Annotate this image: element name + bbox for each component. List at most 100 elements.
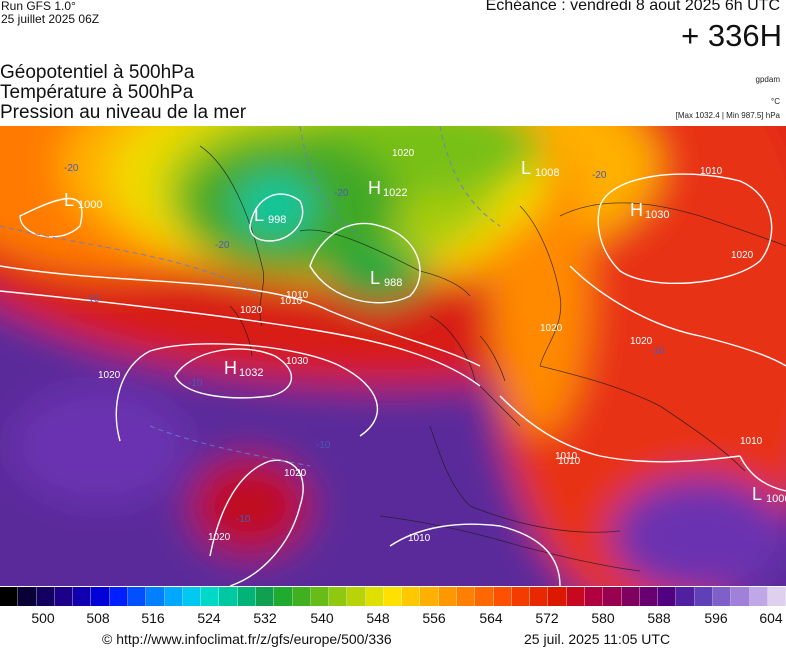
colorbar-cell (164, 587, 183, 606)
colorbar-cell (493, 587, 512, 606)
colorbar-tick-label: 548 (366, 610, 390, 626)
colorbar-tick-label: 540 (310, 610, 334, 626)
weather-map[interactable]: 1010 1020 1020 1010 1020 1030 1020 1020 1010 1010… (0, 126, 786, 586)
colorbar-tick-label: 556 (422, 610, 446, 626)
isobar-label: 1010 (286, 290, 309, 301)
colorbar-cell (18, 587, 37, 606)
colorbar-cell (329, 587, 348, 606)
isotherm-label: -10 (236, 514, 251, 525)
colorbar-cell (146, 587, 165, 606)
run-date: 25 juillet 2025 06Z (1, 12, 100, 26)
isotherm-label: -10 (316, 440, 331, 451)
low-pressure-value: 1000 (78, 199, 102, 211)
colorbar-cell (219, 587, 238, 606)
colorbar-cell (182, 587, 202, 606)
colorbar-tick-label: 524 (197, 610, 221, 626)
isotherm-label: -20 (215, 240, 230, 251)
colorbar-tick-label: 532 (253, 610, 277, 626)
colorbar-tick-label: 580 (591, 610, 615, 626)
isobar-label: 1010 (280, 296, 303, 307)
title-pressure: Pression au niveau de la mer (0, 102, 247, 123)
colorbar-cell (36, 587, 55, 606)
colorbar-cell (274, 587, 293, 606)
isobar-label: 1010 (555, 451, 578, 462)
colorbar-cell (365, 587, 384, 606)
low-pressure-value: 988 (384, 277, 402, 289)
coastlines (199, 145, 786, 572)
colorbar-tick-label: 572 (535, 610, 559, 626)
isobar-label: 1020 (98, 370, 121, 381)
colorbar-cell (127, 587, 147, 606)
isobar-label: 1020 (392, 148, 415, 159)
colorbar-cell (585, 587, 604, 606)
low-pressure-letter: L (752, 484, 762, 504)
colorbar-cell (749, 587, 768, 606)
colorbar-cell (676, 587, 695, 606)
isobar-label: 1020 (208, 532, 231, 543)
colorbar-cell (658, 587, 677, 606)
isobar-label: 1010 (408, 533, 431, 544)
colorbar-tick-label: 564 (479, 610, 503, 626)
high-pressure-value: 1032 (239, 367, 263, 379)
low-pressure-letter: L (254, 205, 264, 225)
isobar-label: 1020 (731, 250, 754, 261)
colorbar-cell (694, 587, 713, 606)
high-pressure-letter: H (368, 178, 381, 198)
colorbar-tick-label: 516 (141, 610, 165, 626)
isobar-label: 1010 (740, 436, 763, 447)
colorbar-cell (548, 587, 567, 606)
colorbar-cell (402, 587, 421, 606)
colorbar-cell (0, 587, 19, 606)
colorbar-cell (255, 587, 275, 606)
isobar-label: 1030 (286, 356, 309, 367)
colorbar-cell (383, 587, 403, 606)
colorbar-cell (767, 587, 786, 606)
isobars (0, 173, 786, 586)
colorbar-cell (603, 587, 622, 606)
isobar-label: 1020 (540, 323, 563, 334)
colorbar-tick-label: 500 (31, 610, 55, 626)
colorbar-cell (109, 587, 128, 606)
isotherm-label: -10 (188, 378, 203, 389)
colorbar-cell (712, 587, 732, 606)
colorbar-tick-label: 588 (647, 610, 671, 626)
low-pressure-value: 998 (268, 214, 286, 226)
run-label: Run GFS 1.0° (1, 0, 76, 13)
colorbar-cell (475, 587, 494, 606)
isotherm-label: -10 (85, 294, 100, 305)
isobar-label: 1020 (630, 336, 653, 347)
high-pressure-letter: H (630, 200, 643, 220)
colorbar-cell (639, 587, 659, 606)
copyright-link[interactable]: © http://www.infoclimat.fr/z/gfs/europe/… (102, 631, 392, 647)
isotherm-label: -20 (592, 170, 607, 181)
generated-timestamp: 25 juil. 2025 11:05 UTC (524, 631, 671, 647)
low-pressure-letter: L (521, 158, 531, 178)
low-pressure-letter: L (370, 268, 380, 288)
colorbar-cell (511, 587, 531, 606)
low-pressure-value: 1006 (766, 493, 786, 505)
title-geopotential: Géopotentiel à 500hPa (0, 62, 195, 83)
title-temperature: Température à 500hPa (0, 82, 194, 103)
isobar-label: 1010 (558, 456, 581, 467)
colorbar-cell (237, 587, 256, 606)
colorbar-cell (566, 587, 585, 606)
low-pressure-value: 1008 (535, 167, 559, 179)
colorbar-tick-label: 596 (704, 610, 728, 626)
high-pressure-value: 1030 (645, 209, 669, 221)
high-pressure-value: 1022 (383, 187, 407, 199)
isotherm-labels: -20 -20 -20 -20 -10 -10 -10 -10 -10 (64, 163, 665, 525)
isobar-label: 1020 (240, 305, 263, 316)
colorbar-cell (438, 587, 458, 606)
colorbar-cell (91, 587, 110, 606)
isobar-label: 1020 (284, 468, 307, 479)
valid-time-label: Echéance : vendredi 8 aout 2025 6h UTC (485, 0, 780, 14)
low-pressure-letter: L (64, 190, 74, 210)
colorbar-cell (621, 587, 640, 606)
colorbar-cell (310, 587, 330, 606)
colorbar-cell (292, 587, 311, 606)
isobar-label: 1010 (700, 166, 723, 177)
colorbar-cell (347, 587, 366, 606)
unit-geopotential: gpdam (755, 75, 780, 84)
